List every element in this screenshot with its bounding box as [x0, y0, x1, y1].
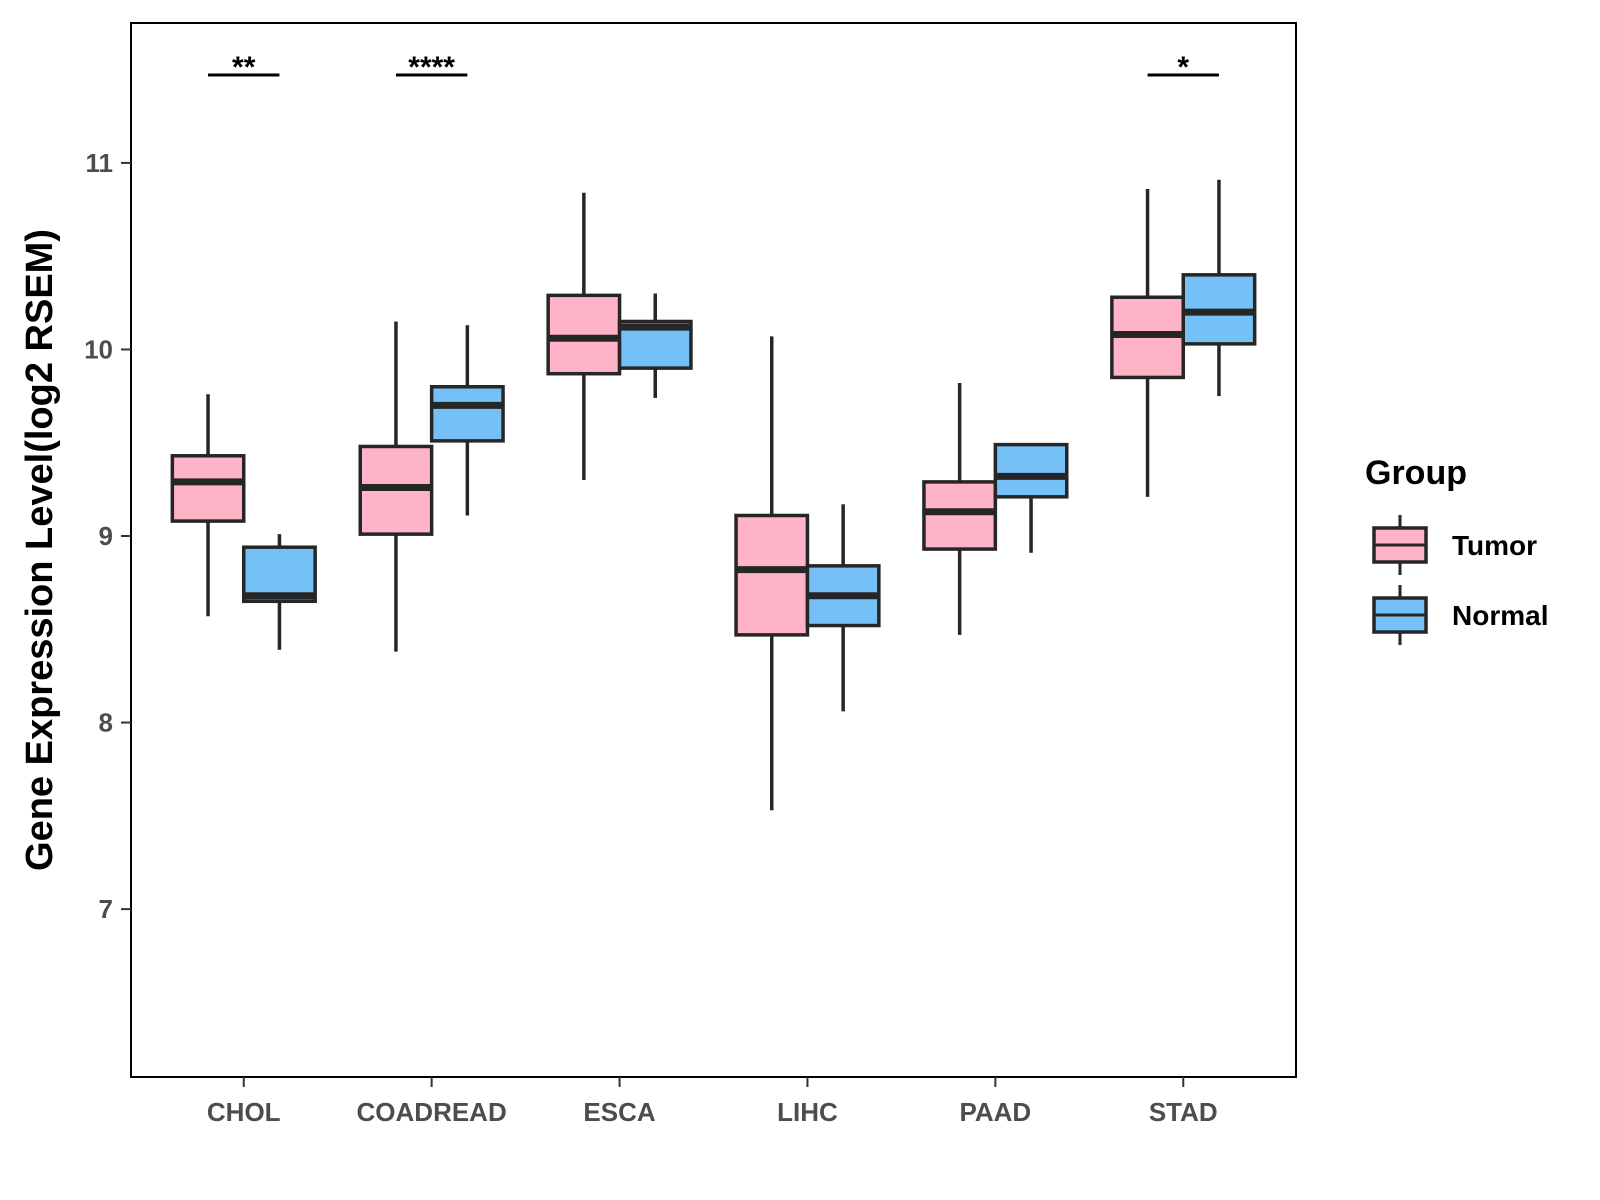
box-tumor-coadread	[358, 321, 434, 652]
y-tick-label: 9	[99, 521, 113, 551]
box-tumor-paad	[922, 383, 998, 635]
box-tumor-esca	[546, 192, 622, 481]
box-body	[993, 442, 1069, 499]
significance-annotations: ** **** *	[208, 51, 1219, 84]
box-body	[546, 293, 622, 376]
y-tick-label: 8	[99, 708, 113, 738]
box-normal-chol	[241, 534, 317, 650]
x-tick-label: CHOL	[207, 1097, 281, 1127]
legend-item-tumor: Tumor	[1372, 515, 1537, 575]
legend-title: Group	[1365, 454, 1467, 492]
box-normal-lihc	[805, 504, 881, 712]
box-normal-paad	[993, 442, 1069, 553]
x-tick-label: COADREAD	[357, 1097, 507, 1127]
box-normal-stad	[1181, 179, 1257, 397]
legend-label: Tumor	[1452, 530, 1537, 561]
significance-label: *	[1177, 51, 1189, 84]
legend-item-normal: Normal	[1372, 585, 1548, 645]
y-tick-label: 10	[84, 334, 113, 364]
box-body	[922, 480, 998, 551]
x-axis: CHOL COADREAD ESCA LIHC PAAD STAD	[207, 1077, 1218, 1127]
box-tumor-lihc	[734, 336, 810, 811]
box-normal-esca	[617, 293, 693, 398]
x-tick-label: LIHC	[777, 1097, 838, 1127]
y-axis-label: Gene Expression Level(log2 RSEM)	[19, 229, 61, 871]
y-tick-label: 11	[86, 148, 114, 178]
y-axis: 7 8 9 10 11	[84, 148, 131, 924]
legend-label: Normal	[1452, 600, 1548, 631]
box-body	[429, 385, 505, 443]
significance-label: **	[232, 51, 256, 84]
x-tick-label: STAD	[1149, 1097, 1218, 1127]
legend: Group Tumor Normal	[1365, 454, 1548, 645]
y-tick-label: 7	[99, 894, 113, 924]
box-normal-coadread	[429, 325, 505, 516]
x-tick-label: PAAD	[959, 1097, 1031, 1127]
x-tick-label: ESCA	[583, 1097, 655, 1127]
significance-label: ****	[408, 51, 455, 84]
box-body	[170, 454, 246, 523]
box-body	[734, 513, 810, 637]
plot-panel	[130, 22, 1297, 1078]
box-series	[170, 179, 1257, 811]
box-tumor-chol	[170, 394, 246, 617]
